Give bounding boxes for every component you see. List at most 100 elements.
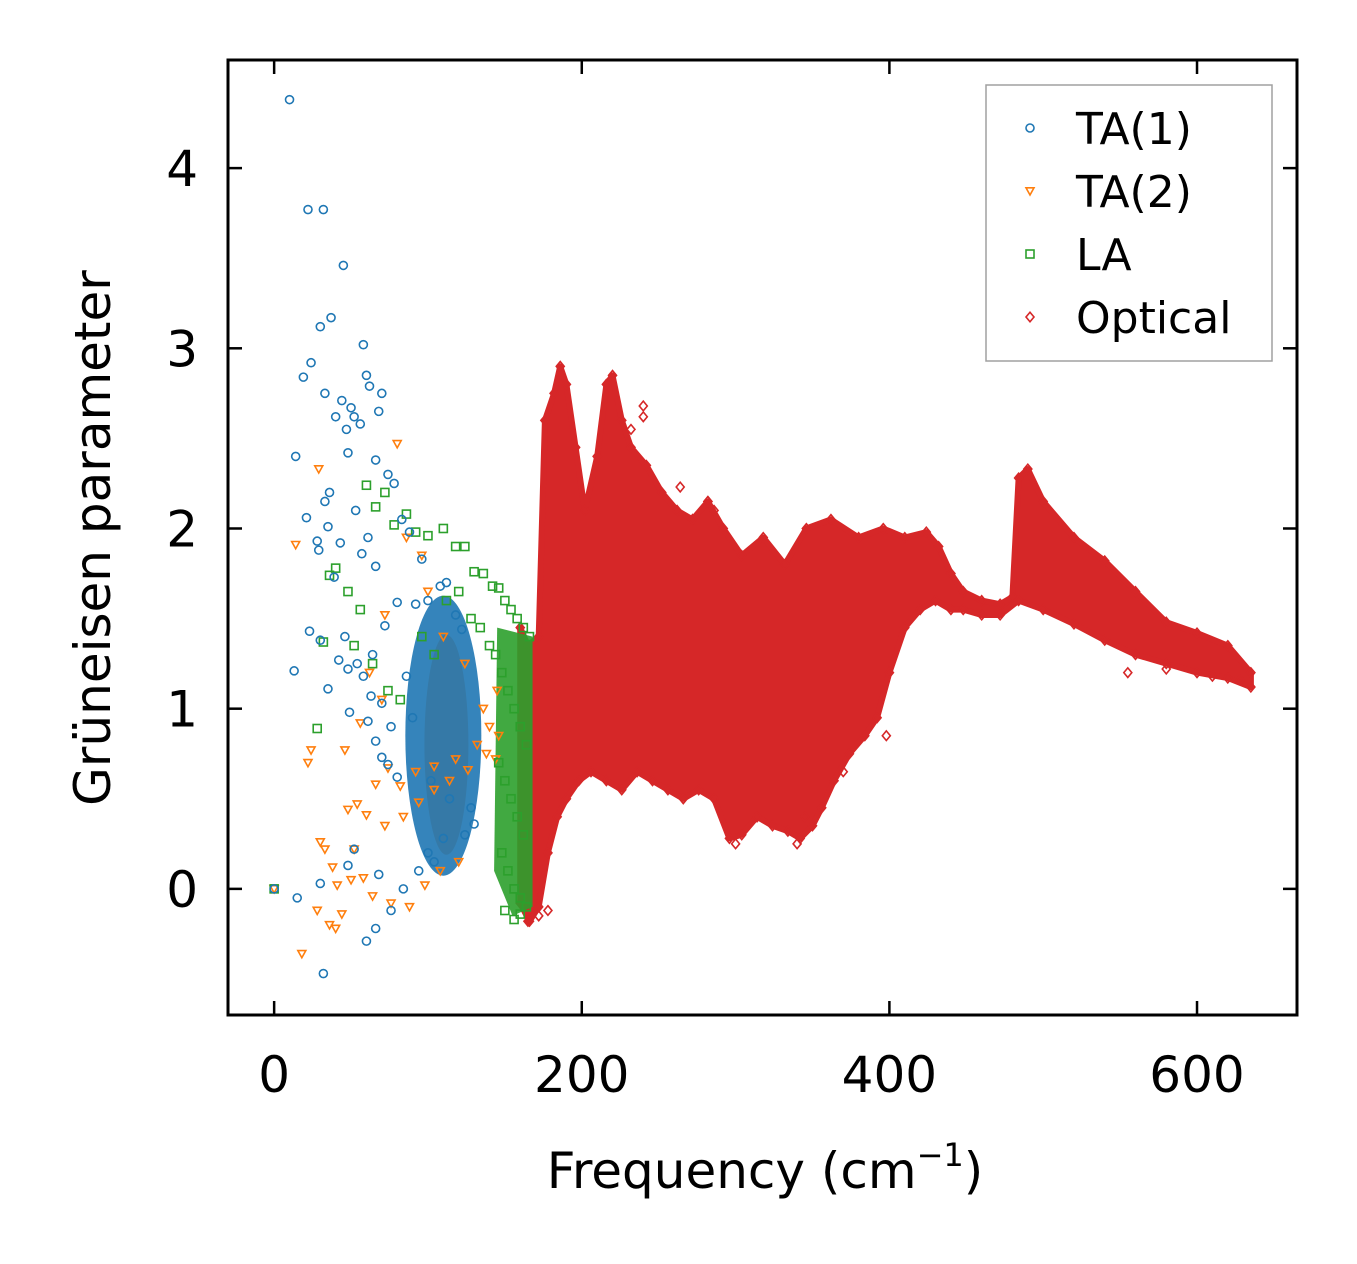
la-point [500,775,510,786]
optical-point [1007,590,1018,604]
optical-point [881,729,892,742]
ta1-point [377,698,387,709]
ta2-point [404,902,415,913]
ta2-point [314,838,326,848]
ta1-point [377,752,387,763]
ta2-point [330,924,342,935]
la-point [500,905,510,916]
la-point [417,631,427,642]
optical-point [709,792,720,805]
ta1-point [423,848,433,858]
optical-point [1122,666,1133,679]
ta1-point [380,620,390,631]
ta2-point [379,821,391,832]
ta1-point [323,521,333,532]
ta1-point [269,884,279,894]
optical-point [539,414,550,427]
la-dense-cloud [494,627,533,916]
ta1-point [290,451,301,462]
optical-point [555,360,566,373]
la-point [450,541,461,552]
optical-point [678,792,689,805]
optical-point [976,608,987,622]
la-point [460,541,470,552]
optical-point [758,531,769,544]
ta1-point [383,469,393,480]
la-point [493,757,504,768]
ta2-point [354,719,366,729]
optical-point [958,585,969,598]
ta1-point [417,554,427,564]
ta1-point [326,312,336,323]
ta2-point [459,659,471,670]
optical-point [799,810,810,823]
optical-point [1222,671,1233,685]
la-point [493,583,504,593]
ta1-point [444,793,455,804]
legend-marker-ta1 [1025,123,1035,133]
ta2-point [313,465,325,475]
optical-point [958,603,969,616]
ta2-point [319,845,331,855]
ta1-point [361,936,372,946]
ta2-point [419,881,431,891]
optical-point [921,526,932,539]
ta1-point [373,869,384,880]
ta1-point [358,671,369,682]
ta1-point [401,671,412,682]
ta2-point [422,587,434,598]
la-point [389,520,399,530]
ta2-point [453,857,465,868]
la-point [410,527,421,537]
ta1-point [426,775,436,786]
optical-point [1099,554,1110,567]
optical-point [1191,626,1203,640]
legend-marker-optical [1024,310,1036,324]
optical-point [641,459,652,472]
ta2-point [413,798,425,809]
ta2-point [290,540,302,551]
legend: TA(1) TA(2) LA Optical [985,84,1273,362]
optical-point [825,513,836,526]
ta2-point [339,746,351,756]
ta2-point [484,722,495,733]
ta1-point [318,204,329,215]
optical-point [1068,617,1080,631]
ta1-point [292,893,303,903]
optical-point [779,558,790,571]
ta1-point [306,357,316,368]
x-tick-label: 400 [842,1046,937,1104]
optical-point [573,774,584,787]
ta2-point [345,875,357,886]
la-point [503,685,513,696]
ta1-point [298,372,309,382]
optical-point [792,837,803,850]
ta1-point [289,666,299,676]
ta1-point [410,599,421,609]
ta2-point [437,632,449,643]
optical-point [844,747,855,760]
ta1-point [343,448,353,458]
ta1-point [407,712,418,723]
optical-point [662,783,673,796]
ta2-point [450,755,462,765]
ta2-point [397,812,409,823]
optical-point [1161,657,1172,670]
ta1-point [338,260,349,271]
la-point [490,649,501,660]
ta2-point [434,866,446,877]
optical-point [945,567,956,580]
optical-point [592,450,603,463]
la-point [355,604,366,615]
optical-point [878,522,889,535]
optical-point [859,729,870,742]
optical-point [570,441,581,454]
la-point [484,640,495,651]
x-tick-label: 200 [534,1046,629,1104]
optical-point [533,909,544,922]
optical-point [672,504,683,517]
ta1-point [303,204,313,215]
optical-point [638,410,649,423]
optical-point [542,846,553,859]
